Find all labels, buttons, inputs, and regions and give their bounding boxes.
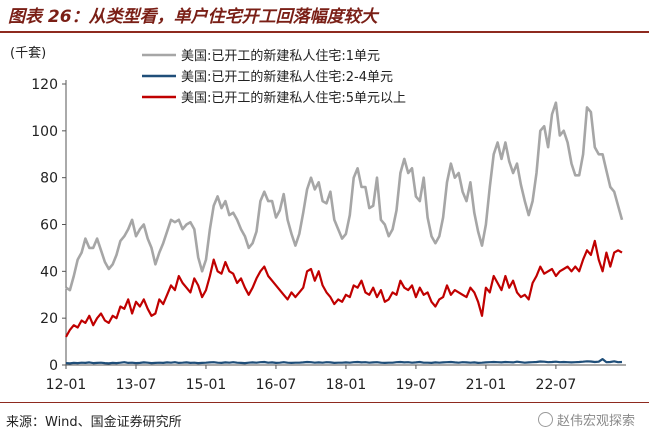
legend-label-2: 美国:已开工的新建私人住宅:2-4单元 [181,69,393,85]
series-line-1 [65,101,624,292]
series-line-2 [65,358,623,365]
series-layer [65,101,624,365]
axes: 0 20 40 60 80 100 120 12-01 13-07 15-01 16-07 18-01… [31,77,626,393]
x-tick-label: 12-01 [46,377,87,393]
wechat-icon [537,412,553,427]
x-tick-label: 21-01 [466,377,507,393]
legend-label-1: 美国:已开工的新建私人住宅:1单元 [181,48,380,64]
watermark: 赵伟宏观探索 [537,410,635,429]
watermark-text: 赵伟宏观探索 [556,414,635,429]
x-tick-label: 18-01 [326,377,367,393]
source-note: 来源：Wind、国金证券研究所 [6,415,182,430]
figure-title: 图表 26：从类型看，单户住宅开工回落幅度较大 [8,7,378,27]
y-tick-label: 120 [31,77,58,93]
y-tick-label: 20 [40,311,58,327]
y-axis-unit-label: (千套) [10,46,47,61]
legend: 美国:已开工的新建私人住宅:1单元美国:已开工的新建私人住宅:2-4单元美国:已… [142,48,406,106]
y-tick-label: 0 [49,358,58,374]
footer-divider [0,402,649,403]
legend-label-3: 美国:已开工的新建私人住宅:5单元以上 [181,90,406,106]
x-tick-label: 22-07 [536,377,577,393]
y-tick-label: 40 [40,264,58,280]
y-tick-label: 60 [40,218,58,234]
y-tick-label: 100 [31,124,58,140]
series-line-3 [65,239,623,338]
x-tick-label: 15-01 [186,377,227,393]
x-tick-label: 19-07 [396,377,437,393]
x-tick-label: 13-07 [116,377,157,393]
line-chart: 0 20 40 60 80 100 120 12-01 13-07 15-01 16-07 18-01… [31,48,626,393]
x-tick-label: 16-07 [256,377,297,393]
y-tick-label: 80 [40,171,58,187]
title-divider [0,31,649,33]
